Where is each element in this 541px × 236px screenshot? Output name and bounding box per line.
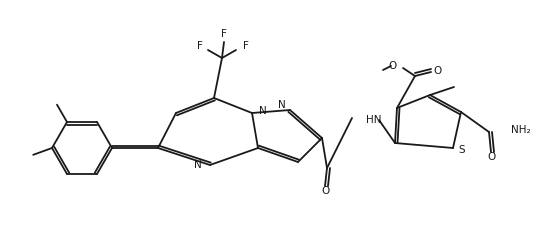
Text: N: N — [194, 160, 202, 170]
Text: O: O — [389, 61, 397, 71]
Text: N: N — [278, 100, 286, 110]
Text: N: N — [259, 106, 267, 116]
Text: F: F — [197, 41, 203, 51]
Text: O: O — [322, 186, 330, 196]
Text: O: O — [488, 152, 496, 162]
Text: F: F — [243, 41, 249, 51]
Text: HN: HN — [366, 115, 381, 125]
Text: F: F — [221, 29, 227, 39]
Text: S: S — [458, 145, 465, 155]
Text: NH₂: NH₂ — [511, 125, 531, 135]
Text: O: O — [434, 66, 442, 76]
